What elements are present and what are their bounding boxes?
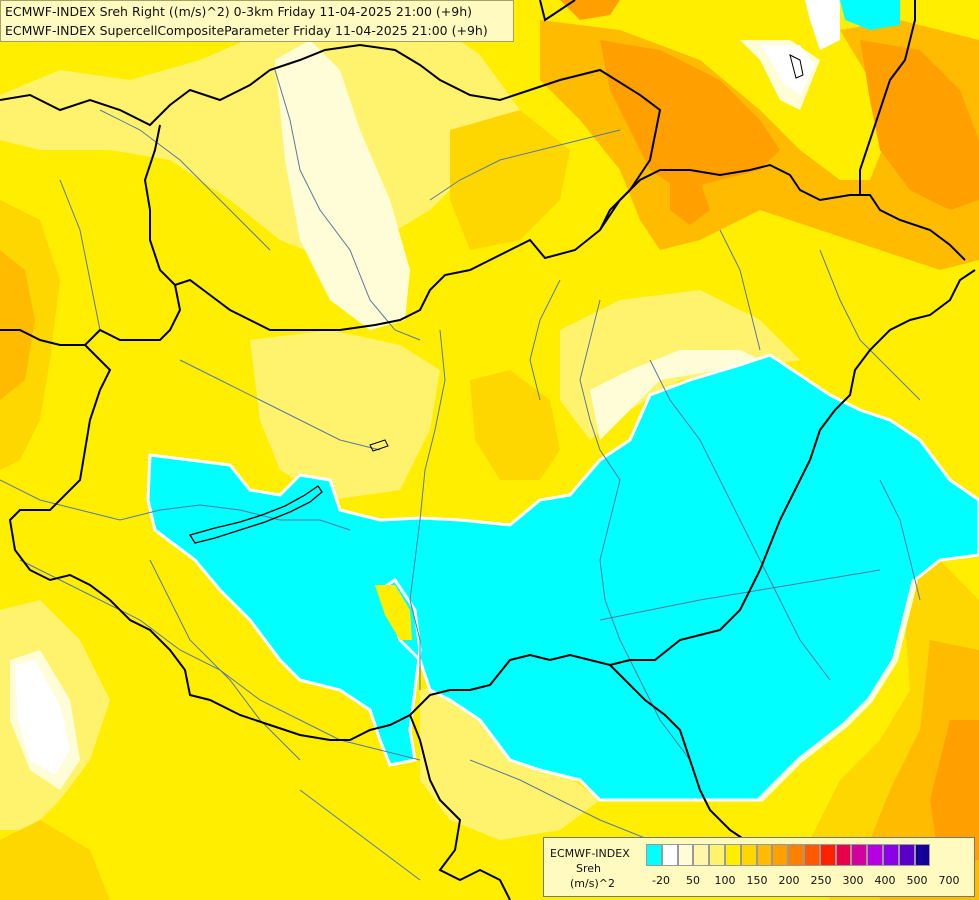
field-orange-north-spot	[670, 180, 710, 225]
legend-swatch	[661, 844, 678, 866]
title-line-2: ECMWF-INDEX SupercellCompositeParameter …	[5, 23, 488, 38]
legend-swatch	[898, 844, 915, 866]
map-title-box: ECMWF-INDEX Sreh Right ((m/s)^2) 0-3km F…	[0, 0, 514, 42]
legend-swatch	[819, 844, 836, 866]
legend-swatch	[756, 844, 773, 866]
legend-swatch	[724, 844, 741, 866]
field-white-sw	[15, 660, 70, 775]
legend-variable: Sreh	[576, 862, 602, 875]
legend-swatch	[709, 844, 725, 866]
legend-swatch	[693, 844, 710, 866]
legend-model-name: ECMWF-INDEX	[550, 847, 630, 860]
legend-tick-label: 700	[938, 874, 960, 887]
field-light-yellow-center	[250, 330, 440, 500]
field-orange-north-deep	[600, 40, 780, 190]
legend-tick-label: 50	[686, 874, 700, 887]
legend-tick-label: 300	[842, 874, 864, 887]
legend-swatch	[835, 844, 852, 866]
title-line-1: ECMWF-INDEX Sreh Right ((m/s)^2) 0-3km F…	[5, 4, 473, 19]
legend-tick-label: 150	[746, 874, 768, 887]
legend-swatch	[851, 844, 868, 866]
legend-tick-label: 500	[906, 874, 928, 887]
legend-swatch	[788, 844, 804, 866]
field-orange-top	[560, 0, 620, 20]
color-legend: ECMWF-INDEX Sreh (m/s)^2 -20 50 100 150 200 2…	[543, 837, 975, 897]
field-pale-north	[275, 40, 410, 330]
legend-tick-label: 100	[714, 874, 736, 887]
field-white-top	[805, 0, 840, 50]
lake-north	[789, 54, 804, 79]
legend-unit: (m/s)^2	[570, 877, 615, 890]
legend-swatch	[740, 844, 757, 866]
lake-balaton	[188, 485, 323, 544]
lake-small	[369, 439, 389, 452]
legend-swatch	[646, 844, 662, 866]
legend-swatch	[803, 844, 820, 866]
legend-swatch	[867, 844, 883, 866]
legend-tick-label: -20	[652, 874, 670, 887]
legend-tick-label: 400	[874, 874, 896, 887]
field-gold-north-center	[450, 110, 570, 250]
legend-swatch	[914, 844, 931, 866]
legend-tick-labels: -20 50 100 150 200 250 300 400 500 700	[646, 874, 971, 890]
legend-swatch	[772, 844, 789, 866]
field-white-north-gap	[760, 45, 815, 95]
field-gold-center	[470, 370, 560, 480]
legend-tick-label: 200	[778, 874, 800, 887]
legend-swatch	[677, 844, 694, 866]
legend-swatch	[882, 844, 899, 866]
field-pale-rim-east	[757, 579, 918, 803]
field-yellow-inlet	[375, 585, 412, 640]
field-orange-east-deep	[930, 720, 979, 870]
legend-color-scale	[646, 844, 931, 866]
field-gold-south	[0, 820, 110, 900]
field-pale-east	[590, 350, 760, 440]
field-light-yellow-north	[0, 10, 520, 260]
field-cyan-top	[840, 0, 900, 30]
legend-tick-label: 250	[810, 874, 832, 887]
field-orange-west	[0, 250, 35, 400]
